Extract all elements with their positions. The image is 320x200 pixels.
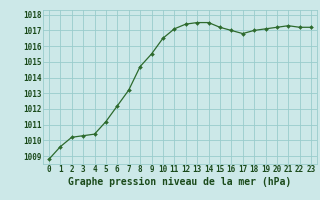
X-axis label: Graphe pression niveau de la mer (hPa): Graphe pression niveau de la mer (hPa) (68, 177, 292, 187)
